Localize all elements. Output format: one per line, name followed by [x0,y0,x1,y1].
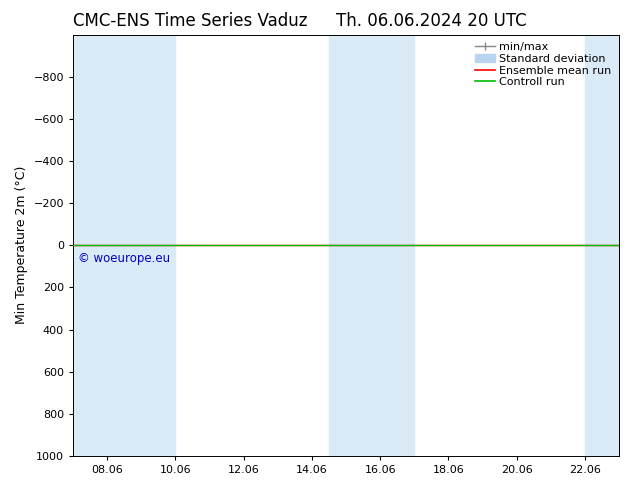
Text: CMC-ENS Time Series Vaduz: CMC-ENS Time Series Vaduz [73,12,307,30]
Legend: min/max, Standard deviation, Ensemble mean run, Controll run: min/max, Standard deviation, Ensemble me… [472,40,614,90]
Bar [107,35,176,456]
Bar [73,35,107,456]
Bar [329,35,346,456]
Text: © woeurope.eu: © woeurope.eu [78,251,171,265]
Y-axis label: Min Temperature 2m (°C): Min Temperature 2m (°C) [15,166,28,324]
Bar [346,35,414,456]
Text: Th. 06.06.2024 20 UTC: Th. 06.06.2024 20 UTC [336,12,526,30]
Bar [585,35,619,456]
